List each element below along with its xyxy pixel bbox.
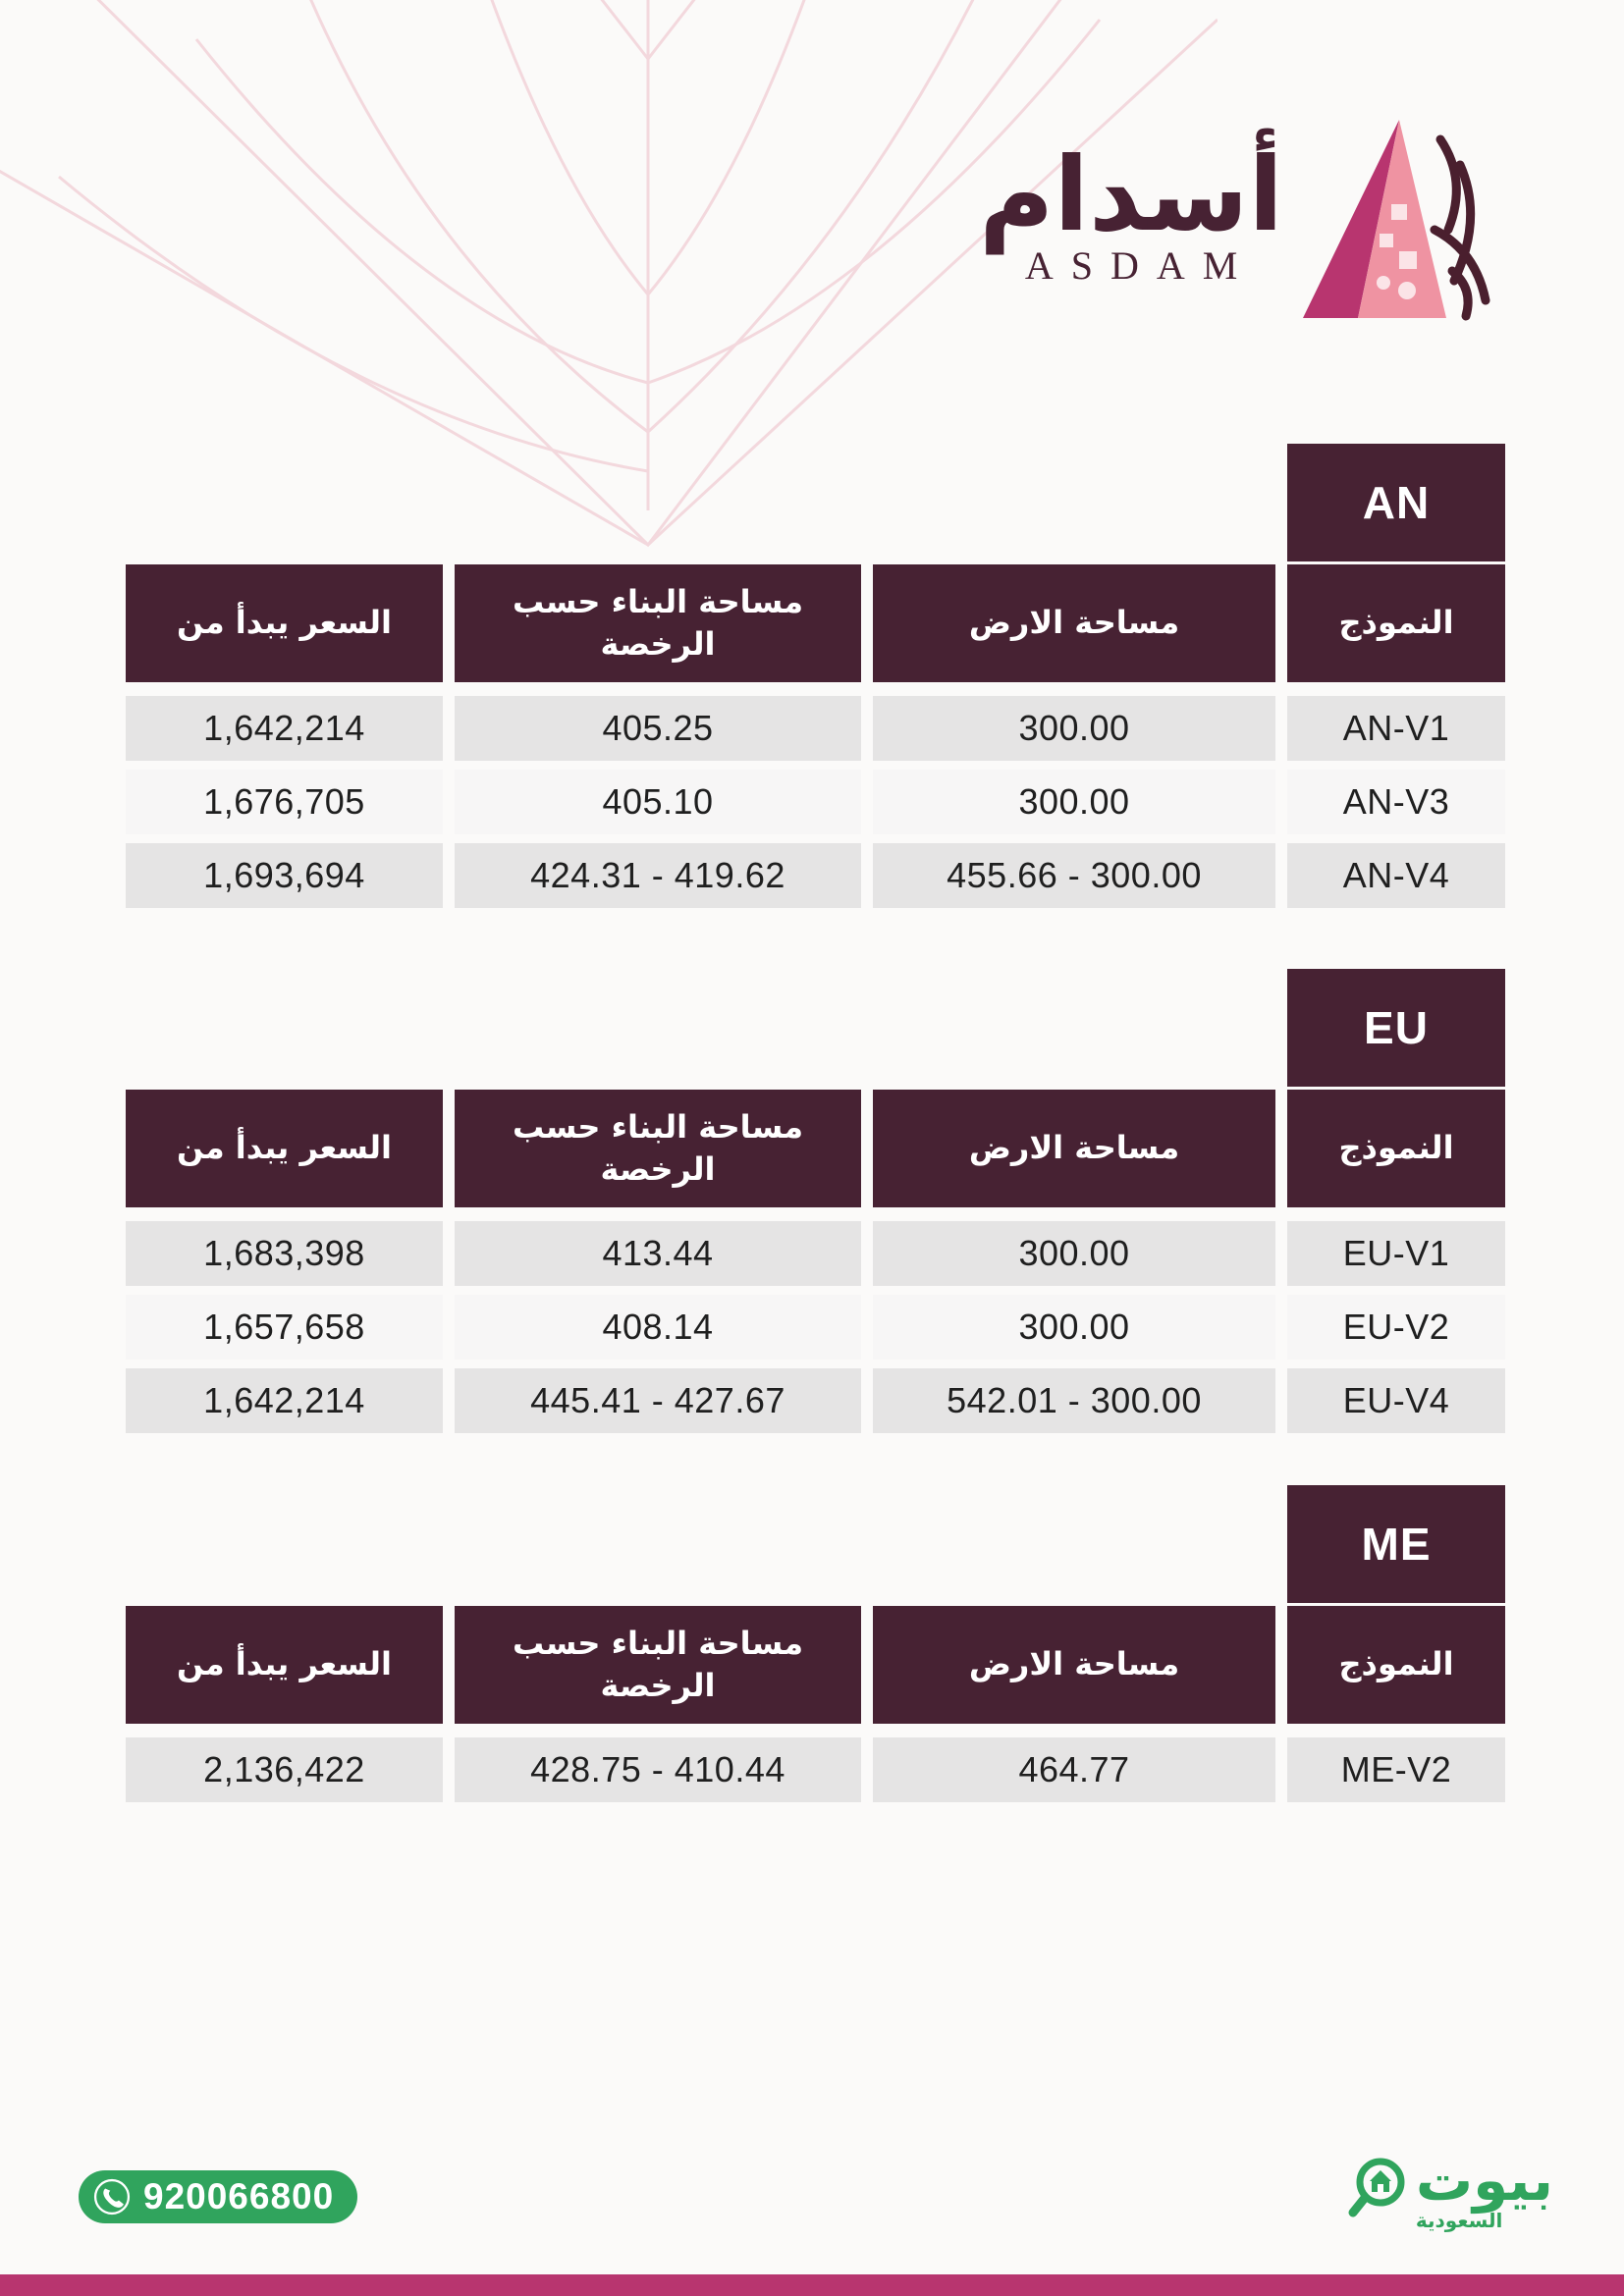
col-header-price: السعر يبدأ من <box>126 564 443 682</box>
land-area-cell: 300.00 - 455.66 <box>873 843 1275 908</box>
model-cell: EU-V1 <box>1287 1221 1505 1286</box>
bottom-accent-bar <box>0 2274 1624 2296</box>
table-header-row: النموذج مساحة الارض مساحة البناء حسب الر… <box>126 564 1505 682</box>
col-header-price: السعر يبدأ من <box>126 1606 443 1724</box>
table-row: ME-V2 464.77 410.44 - 428.75 2,136,422 <box>126 1737 1505 1802</box>
price-cell: 1,657,658 <box>126 1295 443 1360</box>
col-header-land: مساحة الارض <box>873 1090 1275 1207</box>
col-header-land: مساحة الارض <box>873 1606 1275 1724</box>
price-cell: 1,642,214 <box>126 696 443 761</box>
table-row: EU-V4 300.00 - 542.01 427.67 - 445.41 1,… <box>126 1368 1505 1433</box>
col-header-model: النموذج <box>1287 1606 1505 1724</box>
price-cell: 1,693,694 <box>126 843 443 908</box>
table-row: AN-V4 300.00 - 455.66 419.62 - 424.31 1,… <box>126 843 1505 908</box>
land-area-cell: 300.00 <box>873 1295 1275 1360</box>
table-header-row: النموذج مساحة الارض مساحة البناء حسب الر… <box>126 1090 1505 1207</box>
building-area-cell: 405.10 <box>455 770 861 834</box>
model-group-tab-eu: EU <box>1287 969 1505 1087</box>
building-area-cell: 410.44 - 428.75 <box>455 1737 861 1802</box>
price-cell: 2,136,422 <box>126 1737 443 1802</box>
price-cell: 1,642,214 <box>126 1368 443 1433</box>
building-area-cell: 408.14 <box>455 1295 861 1360</box>
bayut-wordmark: بيوت <box>1415 2147 1553 2214</box>
land-area-cell: 300.00 <box>873 1221 1275 1286</box>
building-area-cell: 413.44 <box>455 1221 861 1286</box>
price-table-an: AN النموذج مساحة الارض مساحة البناء حسب … <box>126 444 1505 917</box>
table-header-row: النموذج مساحة الارض مساحة البناء حسب الر… <box>126 1606 1505 1724</box>
model-cell: AN-V3 <box>1287 770 1505 834</box>
col-header-building: مساحة البناء حسب الرخصة <box>455 1090 861 1207</box>
tab-label: ME <box>1361 1519 1432 1570</box>
model-group-tab-an: AN <box>1287 444 1505 561</box>
building-area-cell: 405.25 <box>455 696 861 761</box>
col-header-land: مساحة الارض <box>873 564 1275 682</box>
bayut-magnifier-icon <box>1348 2158 1405 2217</box>
table-row: AN-V3 300.00 405.10 1,676,705 <box>126 770 1505 834</box>
model-cell: AN-V1 <box>1287 696 1505 761</box>
land-area-cell: 300.00 - 542.01 <box>873 1368 1275 1433</box>
col-header-building: مساحة البناء حسب الرخصة <box>455 1606 861 1724</box>
col-header-building: مساحة البناء حسب الرخصة <box>455 564 861 682</box>
model-cell: ME-V2 <box>1287 1737 1505 1802</box>
price-cell: 1,683,398 <box>126 1221 443 1286</box>
tab-label: AN <box>1362 477 1431 528</box>
phone-contact[interactable]: 920066800 <box>79 2170 358 2223</box>
table-row: AN-V1 300.00 405.25 1,642,214 <box>126 696 1505 761</box>
price-cell: 1,676,705 <box>126 770 443 834</box>
asdam-logo: أسدام ASDAM <box>979 114 1498 325</box>
land-area-cell: 300.00 <box>873 696 1275 761</box>
model-cell: EU-V4 <box>1287 1368 1505 1433</box>
tab-label: EU <box>1364 1002 1429 1053</box>
col-header-price: السعر يبدأ من <box>126 1090 443 1207</box>
asdam-arabic-wordmark: أسدام <box>979 134 1285 254</box>
table-row: EU-V1 300.00 413.44 1,683,398 <box>126 1221 1505 1286</box>
building-area-cell: 427.67 - 445.41 <box>455 1368 861 1433</box>
model-cell: EU-V2 <box>1287 1295 1505 1360</box>
col-header-model: النموذج <box>1287 564 1505 682</box>
table-row: EU-V2 300.00 408.14 1,657,658 <box>126 1295 1505 1360</box>
bayut-logo: بيوت السعودية <box>1347 2152 1553 2232</box>
land-area-cell: 464.77 <box>873 1737 1275 1802</box>
bayut-subtitle: السعودية <box>1415 2209 1503 2232</box>
price-table-me: ME النموذج مساحة الارض مساحة البناء حسب … <box>126 1485 1505 1811</box>
phone-number: 920066800 <box>143 2176 335 2216</box>
col-header-model: النموذج <box>1287 1090 1505 1207</box>
phone-icon <box>93 2178 131 2216</box>
building-area-cell: 419.62 - 424.31 <box>455 843 861 908</box>
model-cell: AN-V4 <box>1287 843 1505 908</box>
asdam-latin-wordmark: ASDAM <box>1024 243 1256 289</box>
price-table-eu: EU النموذج مساحة الارض مساحة البناء حسب … <box>126 969 1505 1442</box>
model-group-tab-me: ME <box>1287 1485 1505 1603</box>
asdam-mountain-icon <box>1303 120 1490 321</box>
land-area-cell: 300.00 <box>873 770 1275 834</box>
